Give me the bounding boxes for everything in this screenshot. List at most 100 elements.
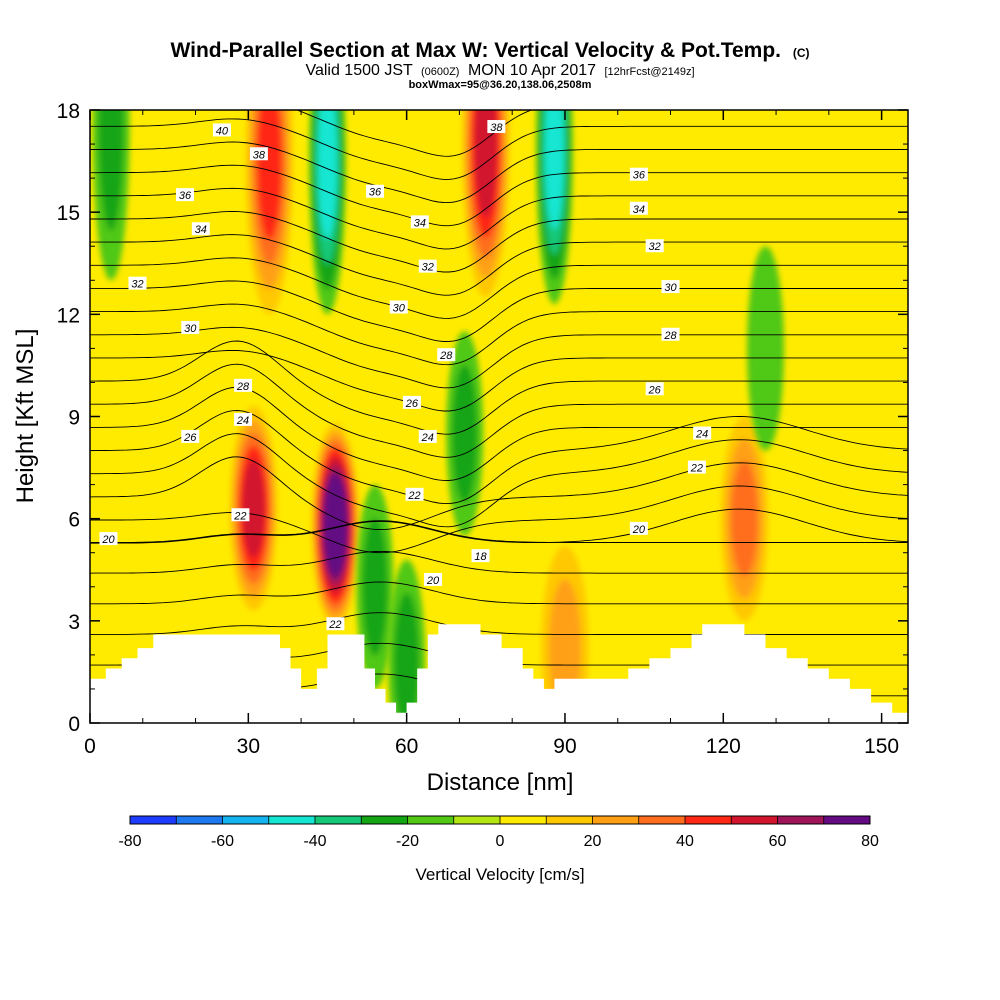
x-tick-label: 30 (237, 735, 260, 758)
contour-label-bg (661, 280, 680, 294)
contour-label-22: 22 (687, 460, 706, 475)
colorbar-tick-label: 60 (769, 833, 787, 850)
contour-label-34: 34 (410, 215, 429, 229)
contour-label-38: 38 (487, 120, 506, 134)
contour-label-text: 26 (183, 432, 197, 444)
terrain-mask (90, 624, 908, 723)
contour-label-22: 22 (326, 617, 345, 631)
contour-label-32: 32 (418, 259, 437, 274)
theta-contour-33 (90, 280, 908, 342)
contour-label-text: 20 (101, 534, 115, 546)
box-wmax-info: boxWmax=95@36.20,138.06,2508m (409, 79, 592, 91)
contour-label-bg (645, 382, 664, 396)
colorbar-swatch (130, 816, 177, 824)
valid-date: MON 10 Apr 2017 (468, 62, 596, 79)
colorbar-swatch (731, 816, 778, 824)
contour-label-text: 28 (663, 330, 677, 342)
contour-label-bg (629, 201, 648, 215)
downdraft-11 (92, 110, 130, 281)
colorbar-tick-label: -60 (211, 833, 234, 850)
contour-label-24: 24 (418, 429, 437, 444)
contour-label-bg (128, 276, 147, 290)
chart-title: Wind-Parallel Section at Max W: Vertical… (170, 39, 781, 62)
contour-label-bg (645, 239, 664, 253)
velocity-level-50 (242, 459, 265, 558)
colorbar-tick-label: 20 (584, 833, 602, 850)
contour-label-20: 20 (629, 521, 648, 536)
svg-text:Valid 1500 JST (0600Z): Valid 1500 JST (0600Z) MON 10 Apr 2017 [… (305, 62, 694, 79)
contour-label-text: 40 (216, 125, 229, 137)
velocity-level--20 (394, 592, 420, 723)
x-axis-label: Distance [nm] (427, 769, 574, 796)
contour-label-28: 28 (437, 348, 456, 362)
theta-contour-21 (90, 520, 908, 543)
colorbar-swatch (453, 816, 500, 824)
contour-label-bg (424, 572, 443, 586)
contour-label-bg (629, 521, 648, 535)
contour-label-20: 20 (99, 532, 118, 546)
velocity-level-40 (257, 110, 282, 240)
contour-label-32: 32 (645, 239, 664, 253)
updraft-3 (462, 110, 510, 298)
colorbar-tick-label: -80 (118, 833, 141, 850)
contour-label-text: 32 (649, 241, 661, 253)
contour-label-text: 30 (393, 303, 406, 315)
theta-contour-27 (90, 386, 908, 481)
contour-label-text: 22 (233, 510, 246, 522)
velocity-level--40 (318, 110, 337, 240)
y-tick-label: 15 (57, 202, 80, 225)
y-axis-label: Height [Kft MSL] (12, 329, 39, 504)
y-tick-label: 12 (57, 304, 80, 327)
contour-label-bg (410, 215, 429, 229)
contour-label-24: 24 (693, 426, 712, 441)
contour-label-text: 18 (474, 551, 487, 563)
contour-label-bg (402, 395, 421, 409)
theta-contour-37 (90, 187, 908, 250)
contour-label-text: 26 (405, 398, 419, 410)
colorbar: -80 -60 -40 -20 0 20 40 60 80 (118, 815, 879, 850)
terrain-shape (90, 624, 908, 723)
x-tick-label: 150 (864, 735, 899, 758)
contour-label-bg (687, 460, 706, 474)
contour-label-text: 38 (490, 122, 503, 134)
colorbar-swatch (315, 816, 362, 824)
contour-label-bg (212, 123, 231, 137)
downdraft-10 (388, 559, 426, 723)
updraft-0 (311, 423, 360, 628)
colorbar-swatch (268, 816, 315, 824)
theta-contour-30 (90, 349, 908, 412)
contour-label-bg (389, 300, 408, 314)
contour-label-text: 36 (369, 187, 382, 199)
colorbar-swatch (222, 816, 269, 824)
colorbar-swatch (546, 816, 593, 824)
x-tick-label: 60 (395, 735, 418, 758)
contour-label-bg (249, 147, 268, 161)
contour-label-text: 34 (195, 224, 207, 236)
contour-label-bg (418, 259, 437, 273)
contour-label-text: 28 (439, 350, 453, 362)
contour-label-bg (326, 617, 345, 631)
contour-label-bg (418, 429, 437, 443)
theta-contour-28 (90, 363, 908, 458)
contour-label-text: 34 (633, 204, 645, 216)
colorbar-tick-label: -40 (303, 833, 326, 850)
velocity-level--20 (98, 110, 124, 231)
contour-label-bg (471, 549, 490, 563)
contour-label-24: 24 (234, 412, 253, 427)
contour-label-bg (99, 532, 118, 546)
velocity-level--20 (452, 364, 478, 503)
contour-label-bg (231, 508, 250, 522)
y-tick-label: 6 (68, 509, 80, 532)
contour-label-22: 22 (231, 508, 250, 522)
contour-label-bg (661, 327, 680, 341)
x-tick-label: 120 (706, 735, 741, 758)
contour-label-text: 22 (328, 619, 341, 631)
colorbar-tick-label: -20 (396, 833, 419, 850)
contour-label-text: 22 (407, 490, 420, 502)
theta-contour-31 (90, 326, 908, 389)
contour-label-bg (437, 348, 456, 362)
contour-label-26: 26 (181, 429, 200, 444)
contour-label-34: 34 (629, 201, 648, 216)
